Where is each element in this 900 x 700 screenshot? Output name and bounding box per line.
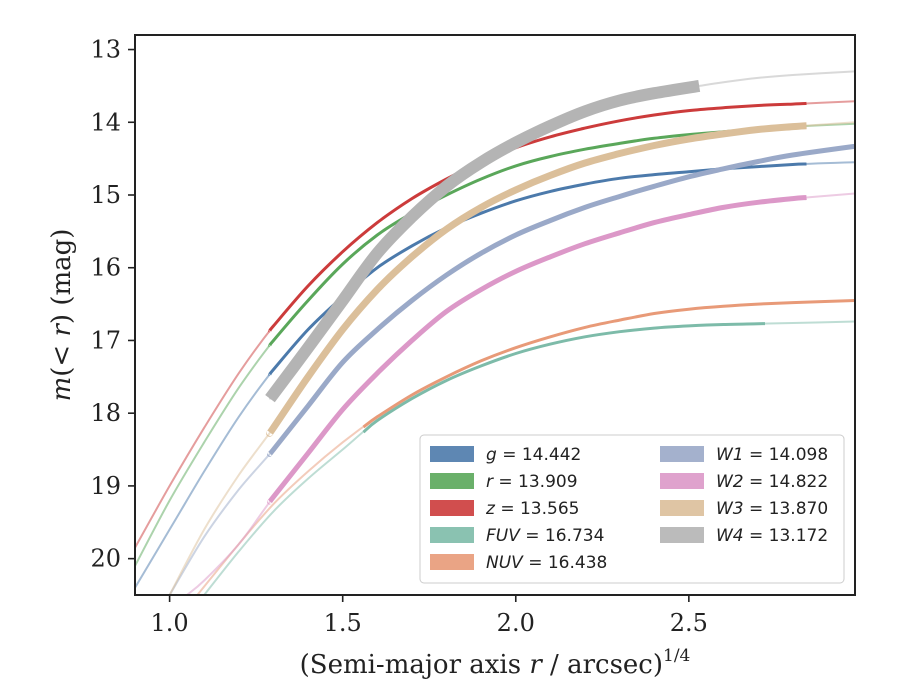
plot-frame	[134, 34, 856, 596]
y-tick-label: 17	[90, 326, 121, 354]
y-tick-label: 13	[90, 36, 121, 64]
legend-swatch	[430, 473, 474, 489]
legend: g = 14.442 r = 13.909 z = 13.565 FUV = 16.7…	[419, 434, 845, 584]
legend-label: FUV = 16.734	[486, 526, 604, 546]
y-tick-label: 19	[90, 472, 121, 500]
y-tick-label: 20	[90, 545, 121, 573]
y-axis-label: m(< r) (mag)	[47, 229, 77, 402]
ticks-layer: 1.0 1.5 2.0 2.5 13 14 15 16 17 18 19 20	[90, 36, 707, 637]
legend-label: W2 = 14.822	[716, 472, 828, 492]
legend-label: z = 13.565	[485, 499, 579, 519]
series-z-measured	[268, 101, 807, 333]
x-tick-label: 1.5	[324, 609, 362, 637]
legend-entry-r: r = 13.909	[430, 472, 578, 492]
x-tick-label: 2.0	[497, 609, 535, 637]
y-tick-label: 15	[90, 181, 121, 209]
legend-entry-w1: W1 = 14.098	[660, 445, 828, 465]
x-axis-label: (Semi-major axis r / arcsec)1/4	[300, 646, 691, 680]
series-w1	[168, 143, 855, 595]
x-axis-label-exponent: 1/4	[663, 646, 690, 666]
series-g-measured	[268, 162, 807, 376]
series-fuv	[203, 320, 855, 595]
legend-swatch	[430, 527, 474, 543]
y-tick-label: 14	[90, 108, 121, 136]
series-w2-measured	[267, 195, 807, 505]
legend-entry-nuv: NUV = 16.438	[430, 553, 607, 573]
legend-swatch	[430, 500, 474, 516]
y-tick-label: 16	[90, 254, 121, 282]
legend-entry-z: z = 13.565	[430, 499, 579, 519]
legend-label: NUV = 16.438	[486, 553, 607, 573]
series-w4	[265, 70, 855, 403]
legend-entry-w4: W4 = 13.172	[660, 526, 828, 546]
series-w4-measured	[265, 79, 701, 403]
legend-label: g = 14.442	[486, 445, 581, 465]
legend-entry-fuv: FUV = 16.734	[430, 526, 604, 546]
legend-entry-g: g = 14.442	[430, 445, 581, 465]
series-w1-measured	[267, 143, 855, 457]
legend-entry-w2: W2 = 14.822	[660, 472, 828, 492]
series-r-measured	[268, 124, 807, 347]
legend-frame	[419, 434, 845, 584]
series-layer	[135, 70, 855, 595]
x-tick-label: 1.0	[151, 609, 189, 637]
legend-swatch	[660, 527, 704, 543]
legend-entry-w3: W3 = 13.870	[660, 499, 828, 519]
x-tick-label: 2.5	[670, 609, 708, 637]
legend-label: r = 13.909	[486, 472, 578, 492]
series-nuv-measured	[362, 299, 855, 429]
series-w2	[185, 192, 855, 595]
legend-swatch	[430, 446, 474, 462]
series-fuv-measured	[362, 322, 766, 434]
series-nuv	[196, 299, 855, 595]
series-w3	[168, 121, 855, 595]
series-w3-measured	[266, 122, 807, 437]
y-tick-label: 18	[90, 399, 121, 427]
legend-swatch	[430, 554, 474, 570]
legend-label: W4 = 13.172	[716, 526, 828, 546]
legend-label: W3 = 13.870	[716, 499, 828, 519]
legend-swatch	[660, 500, 704, 516]
legend-swatch	[660, 446, 704, 462]
legend-label: W1 = 14.098	[716, 445, 828, 465]
legend-swatch	[660, 473, 704, 489]
